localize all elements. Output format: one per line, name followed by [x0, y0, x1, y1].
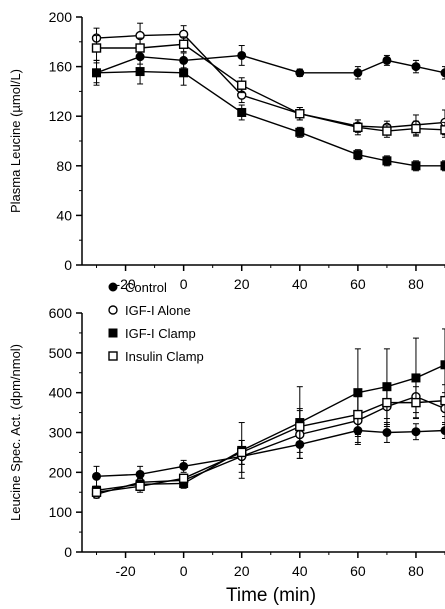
data-point [411, 427, 421, 437]
data-point [237, 107, 247, 117]
x-tick-label: -20 [115, 276, 135, 292]
data-point [353, 122, 363, 133]
data-point [411, 373, 421, 383]
x-tick-label: 20 [234, 563, 250, 579]
data-point [440, 395, 445, 406]
x-tick-label: 40 [292, 276, 308, 292]
series-line [96, 399, 445, 493]
series-line [96, 364, 445, 491]
data-point [382, 428, 392, 437]
series-insulin-clamp [91, 384, 445, 497]
y-tick-label: 100 [49, 504, 73, 520]
data-point [382, 156, 392, 166]
data-point [382, 55, 392, 65]
panel-leucine-specific-activity: 0 100 200 300 400 500 600 -20 0 20 40 60 80 Leucine S… [8, 305, 445, 579]
legend-marker-insulin-clamp [108, 351, 118, 361]
x-tick-label: 80 [408, 563, 424, 579]
y-tick-label: 500 [49, 345, 73, 361]
data-point [382, 397, 392, 408]
data-point [92, 68, 102, 78]
data-point [178, 39, 189, 49]
x-tick-label: 40 [292, 563, 308, 579]
series-igf-i-alone [91, 22, 445, 136]
data-point [440, 403, 445, 414]
data-point [92, 471, 102, 481]
legend-marker-igf-i-alone [108, 305, 118, 315]
data-point [91, 43, 102, 53]
data-point [353, 68, 363, 78]
data-point [237, 80, 247, 90]
x-tick-label: 20 [234, 276, 250, 292]
y-tick-label: 600 [49, 305, 73, 321]
x-tick-label: 0 [180, 276, 188, 292]
series-insulin-clamp [91, 35, 445, 138]
data-point [411, 161, 421, 171]
data-point [440, 426, 445, 436]
series-igf-i-alone [91, 380, 445, 499]
legend: Control IGF-I Alone IGF-I Clamp Insulin Cla… [108, 280, 204, 364]
data-point [440, 125, 445, 135]
x-tick-label: 0 [180, 563, 188, 579]
series-control [92, 45, 445, 84]
data-point [411, 123, 421, 134]
y-tick-label: 400 [49, 385, 73, 401]
y-tick-label: 200 [49, 9, 73, 25]
data-point [440, 360, 445, 370]
data-point [295, 127, 305, 137]
legend-marker-control [108, 282, 118, 292]
y-axis-label: Plasma Leucine (µmol/L) [8, 69, 23, 213]
x-axis-label: Time (min) [226, 585, 316, 606]
legend-label-control: Control [125, 280, 167, 295]
series-line [96, 33, 445, 129]
x-tick-label: 60 [350, 563, 366, 579]
data-point [411, 397, 421, 408]
data-point [135, 43, 145, 53]
data-point [382, 126, 392, 136]
data-point [91, 487, 102, 497]
x-tick-label: -20 [115, 563, 135, 579]
data-point [179, 68, 189, 78]
y-tick-label: 80 [56, 158, 72, 174]
data-point [295, 421, 305, 432]
data-point [135, 67, 145, 77]
series-line [96, 54, 445, 74]
data-point [353, 409, 363, 420]
data-point [295, 109, 305, 119]
series-control [92, 418, 445, 487]
panel-plasma-leucine: 0 40 80 120 160 200 -20 0 20 40 60 80 Plasma Leucine… [8, 9, 445, 292]
series-line [96, 70, 445, 167]
y-tick-label: 160 [49, 59, 73, 75]
data-point [237, 447, 247, 458]
series-igf-i-clamp [92, 58, 445, 172]
y-tick-label: 200 [49, 464, 73, 480]
data-point [295, 68, 305, 78]
legend-label-igf-i-alone: IGF-I Alone [125, 303, 191, 318]
data-point [353, 150, 363, 160]
legend-marker-igf-i-clamp [108, 328, 118, 338]
series-line [96, 395, 445, 495]
data-point [135, 481, 145, 491]
y-tick-label: 40 [56, 207, 72, 223]
data-point [179, 461, 189, 471]
data-point [411, 62, 421, 72]
data-point [237, 50, 247, 60]
legend-label-igf-i-clamp: IGF-I Clamp [125, 326, 196, 341]
data-point [178, 473, 189, 484]
series-line [96, 429, 445, 478]
x-tick-label: 80 [408, 276, 424, 292]
y-axis-label: Leucine Spec. Act. (dpm/nmol) [8, 344, 23, 521]
y-tick-label: 300 [49, 425, 73, 441]
legend-label-insulin-clamp: Insulin Clamp [125, 349, 204, 364]
y-tick-label: 0 [64, 257, 72, 273]
data-point [440, 161, 445, 171]
x-tick-label: 60 [350, 276, 366, 292]
y-tick-label: 120 [49, 108, 73, 124]
data-point [440, 68, 445, 78]
y-tick-label: 0 [64, 544, 72, 560]
